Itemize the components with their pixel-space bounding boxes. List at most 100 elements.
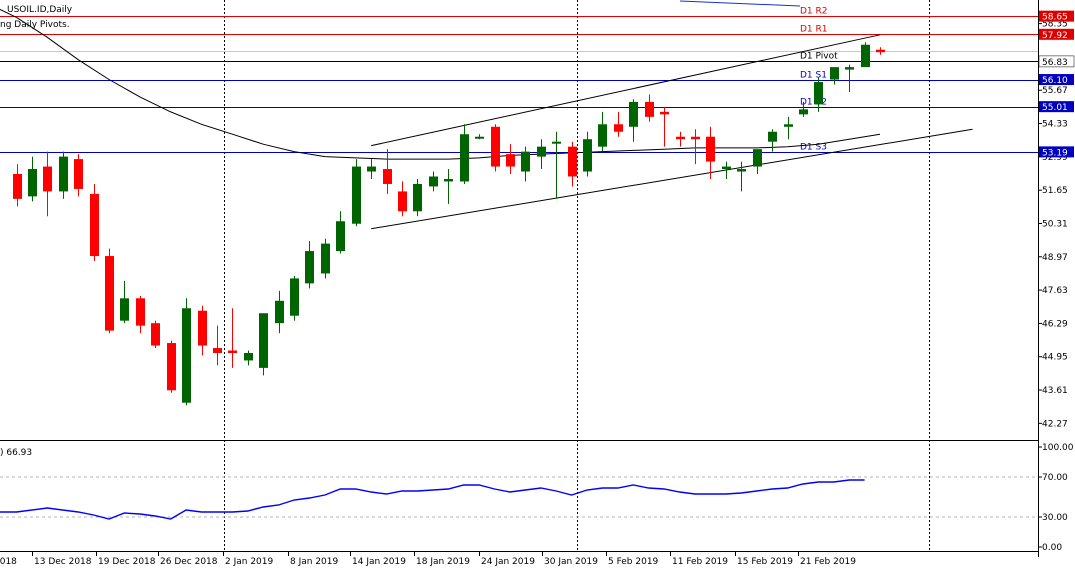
candle-body-56 xyxy=(876,49,885,53)
candle-39 xyxy=(614,111,623,137)
candle-body-12 xyxy=(198,310,207,346)
trendline-0 xyxy=(371,34,881,147)
candle-1 xyxy=(28,156,37,202)
candle-35 xyxy=(552,131,561,199)
price-tick-8: 46.29 xyxy=(1042,319,1068,329)
candle-body-34 xyxy=(537,146,546,157)
rsi-panel: 100.00 70.00 30.00 0.00 xyxy=(0,443,1074,553)
rsi-tick-0: 100.00 xyxy=(1042,443,1074,453)
candle-28 xyxy=(444,169,453,204)
rsi-tick-2: 30.00 xyxy=(1042,513,1068,523)
candle-body-20 xyxy=(321,243,330,274)
candle-body-41 xyxy=(645,101,654,117)
candle-body-22 xyxy=(352,166,361,224)
date-label-1: 13 Dec 2018 xyxy=(34,557,92,567)
candle-46 xyxy=(722,161,731,179)
candle-body-39 xyxy=(614,124,623,132)
candle-8 xyxy=(136,295,145,334)
candle-body-43 xyxy=(676,136,685,140)
candles xyxy=(13,42,885,406)
price-tick-0: 58.35 xyxy=(1042,20,1068,30)
candle-3 xyxy=(59,151,68,199)
moving-average-line xyxy=(0,8,881,160)
candle-body-30 xyxy=(475,136,484,139)
candle-body-7 xyxy=(120,298,129,321)
candle-56 xyxy=(876,47,885,55)
candle-37 xyxy=(583,131,592,177)
candle-body-44 xyxy=(691,136,700,140)
price-tick-1: 55.67 xyxy=(1042,86,1068,96)
pivot-price-box-0 xyxy=(1039,10,1074,22)
price-axis: 58.35 55.67 54.33 52.99 51.65 50.31 48.97 47.63… xyxy=(1038,10,1075,429)
candle-40 xyxy=(629,99,638,142)
pivot-name-0: D1 R2 xyxy=(800,7,828,17)
candle-24 xyxy=(383,149,392,194)
candle-38 xyxy=(598,111,607,152)
candle-body-18 xyxy=(290,278,299,316)
candle-44 xyxy=(691,129,700,165)
candle-body-40 xyxy=(629,101,638,127)
symbol-label: USOIL.ID,Daily xyxy=(7,5,73,15)
date-label-13: 21 Feb 2019 xyxy=(800,557,856,567)
trendlines xyxy=(371,34,973,230)
price-tick-6: 48.97 xyxy=(1042,253,1068,263)
candle-body-33 xyxy=(521,151,530,172)
moving-average xyxy=(0,8,881,160)
top-blue-segment xyxy=(679,0,801,7)
candle-29 xyxy=(460,124,469,184)
candle-body-17 xyxy=(275,300,284,324)
pivot-price-0: 58.65 xyxy=(1042,13,1068,23)
candle-5 xyxy=(90,183,99,262)
candle-body-19 xyxy=(305,251,314,284)
date-label-0: 2018 xyxy=(0,557,17,567)
pivot-lines: D1 R2 D1 R1 D1 Pivot D1 S1 D1 S2 D1 S3 xyxy=(0,7,1038,153)
date-label-2: 19 Dec 2018 xyxy=(98,557,156,567)
pivot-price-box-5 xyxy=(1039,146,1074,158)
rsi-line xyxy=(0,479,865,520)
candle-body-5 xyxy=(90,193,99,257)
candle-body-35 xyxy=(552,141,561,144)
chart-grid xyxy=(0,0,1039,557)
candle-body-9 xyxy=(151,323,160,346)
candle-body-50 xyxy=(784,124,793,127)
pivot-price-box-1 xyxy=(1039,28,1074,40)
candle-52 xyxy=(814,77,823,112)
candle-4 xyxy=(74,154,83,197)
candle-22 xyxy=(352,159,361,227)
candle-45 xyxy=(706,126,715,179)
candle-body-37 xyxy=(583,139,592,172)
candle-body-11 xyxy=(182,308,191,403)
pivot-price-box-2 xyxy=(1038,55,1075,68)
candle-50 xyxy=(784,116,793,140)
candle-6 xyxy=(105,248,114,334)
pivot-name-3: D1 S1 xyxy=(800,71,827,81)
candle-14 xyxy=(228,308,237,368)
candle-26 xyxy=(413,178,422,217)
candle-body-29 xyxy=(460,134,469,182)
candle-body-47 xyxy=(737,169,746,172)
candle-27 xyxy=(429,171,438,192)
candle-body-6 xyxy=(105,256,114,331)
pivot-name-2: D1 Pivot xyxy=(800,52,838,62)
pivot-name-1: D1 R1 xyxy=(800,25,828,35)
candle-41 xyxy=(645,94,654,122)
price-tick-4: 51.65 xyxy=(1042,186,1068,196)
date-label-7: 18 Jan 2019 xyxy=(416,557,470,567)
price-tick-5: 50.31 xyxy=(1042,219,1068,229)
candle-body-13 xyxy=(213,348,222,353)
candle-55 xyxy=(861,42,870,68)
date-label-4: 2 Jan 2019 xyxy=(225,557,273,567)
pivot-price-2: 56.83 xyxy=(1042,58,1068,68)
date-label-3: 26 Dec 2018 xyxy=(160,557,218,567)
candle-body-42 xyxy=(660,111,669,115)
candle-31 xyxy=(491,124,500,172)
candle-21 xyxy=(336,211,345,254)
candle-body-16 xyxy=(259,313,268,368)
candle-19 xyxy=(305,241,314,289)
candle-30 xyxy=(475,134,484,140)
date-axis: 2018 13 Dec 2018 19 Dec 2018 26 Dec 2018 2 J… xyxy=(0,552,856,567)
header: USOIL.ID,Daily ng Daily Pivots. ) 66.93 xyxy=(0,5,73,458)
candle-body-23 xyxy=(367,166,376,172)
candle-49 xyxy=(768,129,777,152)
